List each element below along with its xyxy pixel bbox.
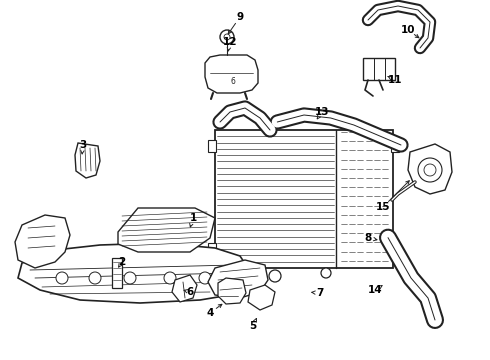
Polygon shape — [118, 208, 215, 252]
Circle shape — [418, 158, 442, 182]
Text: 3: 3 — [79, 140, 87, 150]
Polygon shape — [75, 143, 100, 178]
Circle shape — [124, 272, 136, 284]
Text: 5: 5 — [249, 321, 257, 331]
Polygon shape — [408, 144, 452, 194]
Polygon shape — [172, 275, 197, 302]
Text: 9: 9 — [237, 12, 244, 22]
Polygon shape — [205, 55, 258, 93]
Text: 2: 2 — [119, 257, 125, 267]
Polygon shape — [215, 130, 393, 268]
Text: 15: 15 — [376, 202, 390, 212]
Text: 11: 11 — [388, 75, 402, 85]
Polygon shape — [248, 285, 275, 310]
Polygon shape — [363, 58, 395, 80]
Circle shape — [321, 268, 331, 278]
Bar — [208, 140, 216, 152]
Bar — [112, 258, 122, 288]
Text: 7: 7 — [317, 288, 324, 298]
Circle shape — [164, 272, 176, 284]
Polygon shape — [208, 260, 268, 298]
Circle shape — [269, 270, 281, 282]
Circle shape — [220, 30, 234, 44]
Text: 13: 13 — [315, 107, 329, 117]
Bar — [391, 243, 399, 255]
Polygon shape — [218, 278, 246, 304]
Circle shape — [56, 272, 68, 284]
Text: 1: 1 — [189, 213, 196, 223]
Polygon shape — [18, 243, 248, 303]
Circle shape — [89, 272, 101, 284]
Circle shape — [224, 34, 230, 40]
Circle shape — [199, 272, 211, 284]
Text: 8: 8 — [365, 233, 371, 243]
Bar — [391, 140, 399, 152]
Polygon shape — [15, 215, 70, 268]
Text: 10: 10 — [401, 25, 415, 35]
Circle shape — [424, 164, 436, 176]
Text: 14: 14 — [368, 285, 382, 295]
Text: 4: 4 — [206, 308, 214, 318]
Text: 6: 6 — [231, 77, 235, 85]
Bar — [208, 243, 216, 255]
Text: 12: 12 — [223, 37, 237, 47]
Text: 6: 6 — [186, 287, 194, 297]
